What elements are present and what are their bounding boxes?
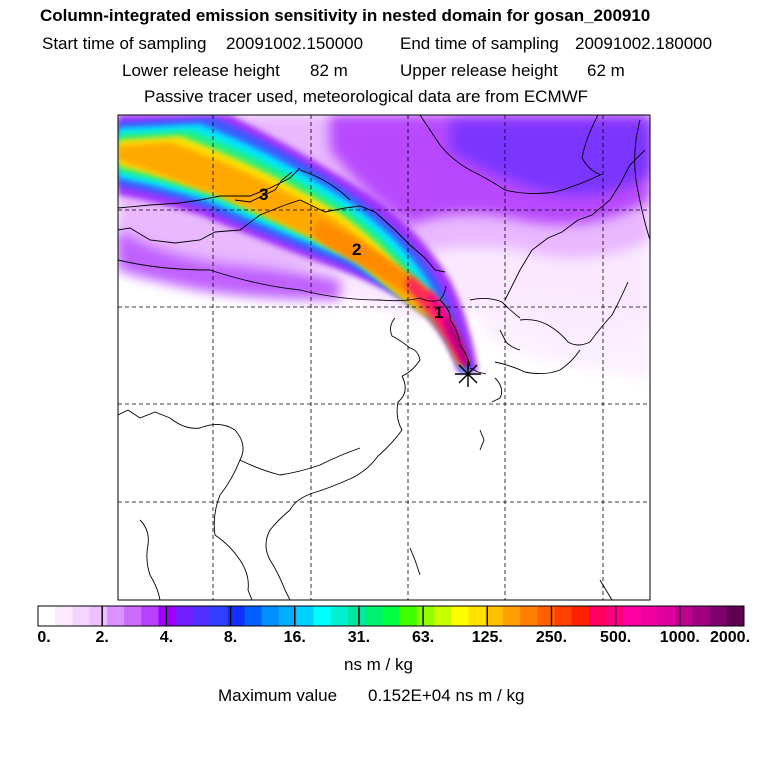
map-title: Column-integrated emission sensitivity i…	[40, 6, 651, 25]
colorbar-swatch	[554, 606, 573, 626]
colorbar-swatch	[709, 606, 728, 626]
upper-height-label: Upper release height	[400, 61, 558, 80]
colorbar-tick-label: 250.	[535, 629, 568, 646]
start-time-value: 20091002.150000	[226, 34, 364, 53]
maximum-value-label: Maximum value	[218, 686, 338, 705]
colorbar-swatch	[244, 606, 263, 626]
colorbar-unit: ns m / kg	[344, 655, 413, 674]
colorbar-frame	[37, 605, 745, 627]
colorbar-swatch	[55, 606, 73, 626]
colorbar-swatch	[175, 606, 194, 626]
upper-height-value: 62 m	[587, 61, 625, 80]
colorbar-swatch	[537, 606, 555, 626]
lower-height-label: Lower release height	[122, 61, 280, 80]
colorbar-tick-label: 16.	[283, 629, 306, 646]
svg-text:1: 1	[434, 303, 443, 322]
colorbar-tick-label: 63.	[411, 629, 435, 646]
maximum-value: 0.152E+04 ns m / kg	[368, 686, 525, 705]
svg-text:3: 3	[259, 185, 268, 204]
colorbar-swatch	[623, 606, 641, 626]
colorbar-swatch	[502, 606, 521, 626]
colorbar-swatch	[451, 606, 469, 626]
plume-label-2: 2	[352, 240, 361, 259]
colorbar-swatch	[571, 606, 590, 626]
plume-label-1: 1	[434, 303, 443, 322]
colorbar-swatch	[72, 606, 90, 626]
colorbar-swatch	[365, 606, 383, 626]
colorbar-swatch	[589, 606, 607, 626]
lower-height-value: 82 m	[310, 61, 348, 80]
end-time-label: End time of sampling	[400, 34, 559, 53]
colorbar-swatch	[726, 606, 745, 626]
colorbar-swatch	[261, 606, 280, 626]
tracer-note: Passive tracer used, meteorological data…	[144, 87, 589, 106]
colorbar-tick-label: 31.	[347, 629, 371, 646]
colorbar-tick-label: 2.	[95, 629, 109, 646]
colorbar	[37, 605, 745, 627]
colorbar-swatch	[124, 606, 142, 626]
colorbar-swatch	[313, 606, 332, 626]
colorbar-swatch	[330, 606, 349, 626]
colorbar-swatch	[434, 606, 452, 626]
colorbar-tick-label: 0.	[37, 629, 51, 646]
colorbar-swatch	[38, 606, 56, 626]
colorbar-swatch	[347, 606, 366, 626]
colorbar-swatch	[399, 606, 418, 626]
colorbar-swatch	[279, 606, 297, 626]
colorbar-swatch	[692, 606, 710, 626]
release-point-asterisk-icon	[455, 361, 481, 387]
colorbar-swatch	[106, 606, 125, 626]
end-time-value: 20091002.180000	[575, 34, 713, 53]
colorbar-swatch	[416, 606, 435, 626]
colorbar-tick-label: 8.	[223, 629, 238, 646]
colorbar-swatch	[141, 606, 159, 626]
start-time-label: Start time of sampling	[42, 34, 207, 53]
colorbar-swatch	[227, 606, 245, 626]
colorbar-swatch	[210, 606, 228, 626]
colorbar-swatch	[640, 606, 659, 626]
colorbar-swatch	[192, 606, 211, 626]
svg-text:2: 2	[352, 240, 361, 259]
colorbar-tick-label: 2000.	[709, 629, 751, 646]
colorbar-swatch	[468, 606, 487, 626]
colorbar-tick-label: 4.	[159, 629, 174, 646]
colorbar-swatch	[520, 606, 538, 626]
colorbar-swatch	[158, 606, 177, 626]
colorbar-swatch	[485, 606, 504, 626]
colorbar-swatch	[675, 606, 693, 626]
colorbar-swatch	[382, 606, 400, 626]
colorbar-tick-label: 125.	[471, 629, 503, 646]
map-frame	[117, 114, 651, 601]
colorbar-swatch	[296, 606, 314, 626]
colorbar-tick-label: 1000.	[659, 629, 700, 646]
colorbar-swatch	[89, 606, 108, 626]
colorbar-swatch	[657, 606, 676, 626]
plume-label-3: 3	[259, 185, 268, 204]
colorbar-tick-label: 500.	[600, 629, 632, 646]
